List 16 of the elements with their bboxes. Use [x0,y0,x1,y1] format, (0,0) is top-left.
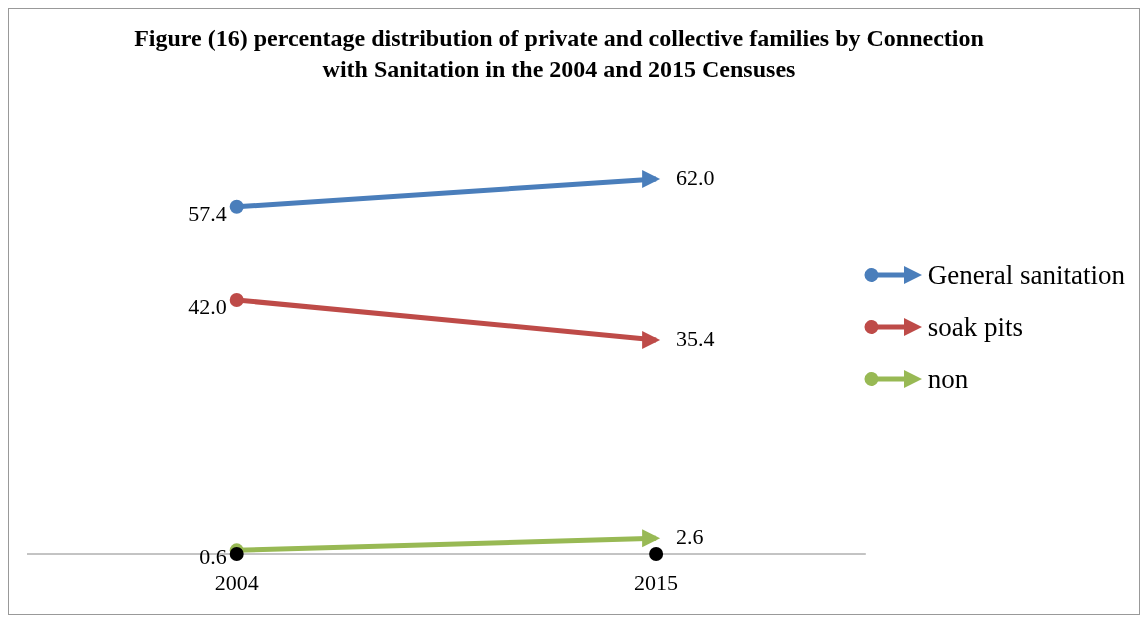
legend-label: non [927,363,969,395]
point [229,292,244,307]
data-label: 42.0 [188,293,227,319]
point [229,547,244,561]
legend-label: soak pits [927,311,1024,343]
chart-title: Figure (16) percentage distribution of private and collective families by Connection with Sanitation in the 2004 and 2015 Censuses [133,24,985,84]
point [649,547,664,561]
legend-label: General sanitation [927,259,1125,291]
data-label: 62.0 [676,165,715,190]
data-label: 57.4 [188,200,227,226]
x-tick-label: 2015 [634,569,679,595]
data-label: 2.6 [676,524,704,550]
point [229,199,244,214]
x-tick-label: 2004 [214,569,259,595]
data-label: 0.6 [199,544,227,570]
data-label: 35.4 [676,325,715,351]
